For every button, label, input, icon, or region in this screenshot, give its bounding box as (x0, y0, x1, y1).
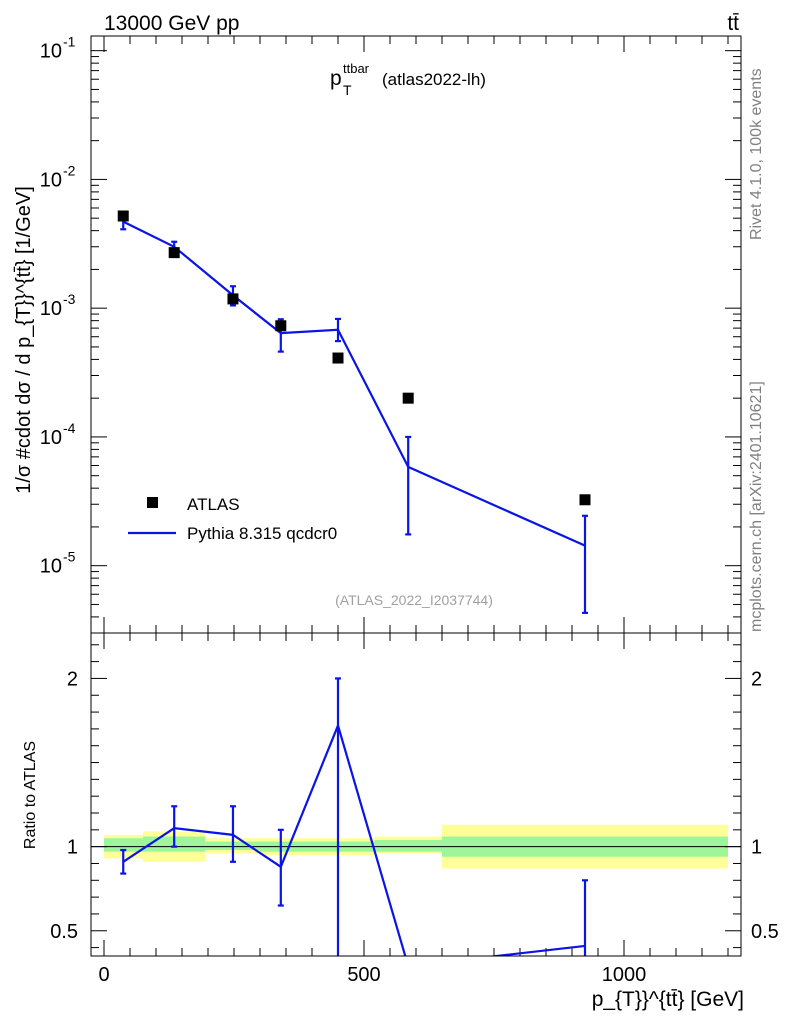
title-main-text: p (330, 67, 342, 90)
ratio-axis-ticks: 0.5 0.5 1 1 2 2 0 500 1000 (50, 633, 779, 986)
analysis-tag-label: (ATLAS_2022_I2037744) (335, 592, 493, 608)
main-panel-frame (90, 35, 742, 634)
main-y-axis-label: 1/σ #cdot dσ / d p_{T}}^{tt̄} [1/GeV] (13, 186, 35, 494)
main-panel-title: p T ttbar (atlas2022-lh) (330, 61, 486, 98)
ratio-y-tick-label-right: 0.5 (751, 921, 779, 943)
main-y-tick-label: 10 (40, 427, 62, 449)
x-tick-label: 1000 (602, 964, 647, 986)
main-y-tick-label: 10 (40, 41, 62, 63)
title-suffix-text: (atlas2022-lh) (382, 70, 486, 89)
main-data-marks (117, 210, 591, 614)
ratio-y-tick-label-left: 2 (67, 668, 78, 690)
header-process-label: tt̄ (727, 12, 739, 35)
main-y-tick-label: 10 (40, 298, 62, 320)
legend: ATLAS Pythia 8.315 qcdcr0 (128, 495, 337, 543)
legend-atlas-label: ATLAS (187, 495, 240, 514)
atlas-data-point (117, 210, 129, 222)
ratio-y-tick-label-right: 1 (751, 837, 762, 859)
ratio-y-tick-label-left: 1 (67, 837, 78, 859)
legend-atlas-marker (147, 497, 158, 508)
ratio-y-tick-label-right: 2 (751, 668, 762, 690)
main-y-tick-exponent: -1 (63, 34, 76, 50)
x-tick-label: 0 (98, 964, 109, 986)
main-y-tick-exponent: -5 (63, 549, 76, 565)
atlas-data-point (402, 392, 414, 404)
x-tick-label: 500 (347, 964, 380, 986)
atlas-data-point (275, 320, 287, 332)
rivet-version-label: Rivet 4.1.0, 100k events (748, 68, 765, 240)
main-y-tick-label: 10 (40, 169, 62, 191)
ratio-y-tick-label-left: 0.5 (50, 921, 78, 943)
atlas-data-point (332, 352, 344, 364)
title-subscript-text: T (343, 82, 352, 98)
main-y-tick-exponent: -3 (63, 291, 76, 307)
main-y-tick-exponent: -2 (63, 162, 76, 178)
main-y-tick-exponent: -4 (63, 420, 76, 436)
main-y-tick-label: 10 (40, 556, 62, 578)
ratio-uncertainty-band (91, 824, 741, 869)
atlas-data-point (579, 494, 591, 506)
ratio-data-marks (120, 677, 588, 956)
legend-pythia-label: Pythia 8.315 qcdcr0 (187, 524, 337, 543)
title-superscript-text: ttbar (343, 61, 370, 76)
atlas-data-point (227, 293, 239, 305)
mcplots-source-label: mcplots.cern.ch [arXiv:2401.10621] (748, 381, 765, 632)
main-axis-ticks: 10-110-210-310-410-5 (40, 34, 741, 634)
header-energy-label: 13000 GeV pp (104, 12, 239, 35)
x-axis-label: p_{T}}^{tt̄} [GeV] (592, 988, 744, 1011)
band-inner-segment (374, 839, 442, 852)
band-inner-segment (104, 838, 143, 852)
atlas-data-point (168, 247, 180, 259)
ratio-panel-frame (90, 632, 742, 957)
ratio-y-axis-label: Ratio to ATLAS (22, 741, 39, 849)
